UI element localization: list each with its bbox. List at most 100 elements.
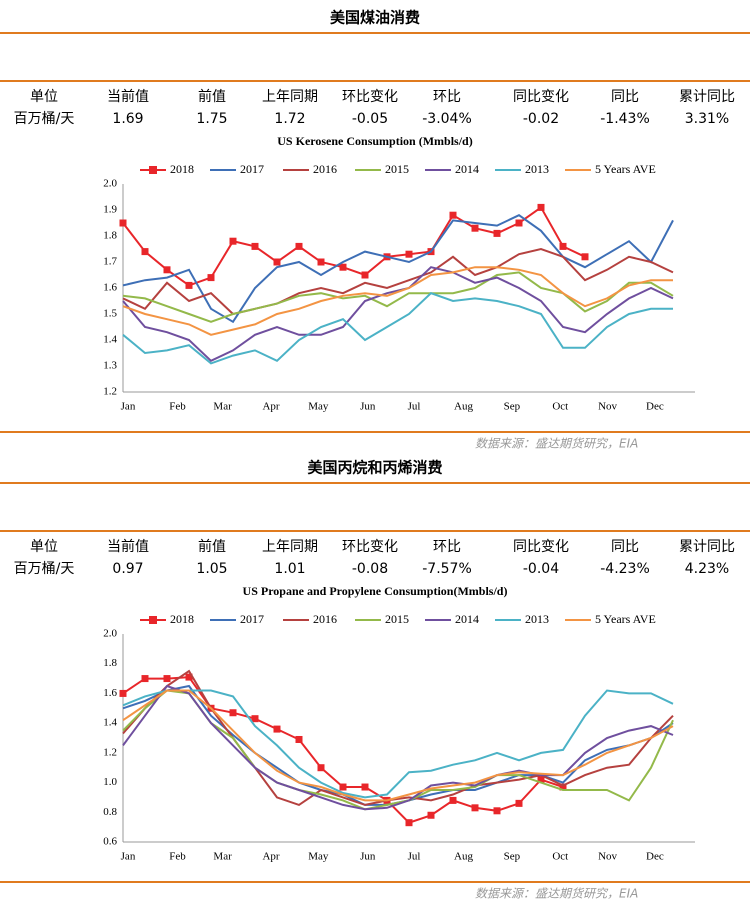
point-marker — [449, 211, 457, 219]
legend-label: 2017 — [240, 162, 264, 176]
point-marker — [141, 675, 149, 683]
table-header: 上年同期 — [262, 539, 318, 555]
table-header: 单位 — [30, 89, 58, 105]
point-marker — [207, 274, 215, 282]
x-tick-label: Jul — [408, 851, 421, 863]
table-header: 累计同比 — [679, 539, 735, 555]
table-header: 环比 — [433, 539, 461, 555]
table-header: 同比变化 — [513, 89, 569, 105]
table-cell: 1.75 — [196, 111, 227, 127]
series-line — [122, 214, 674, 324]
table-cell: -3.04% — [422, 111, 472, 127]
x-tick-label: Dec — [646, 401, 664, 413]
point-marker — [537, 776, 545, 784]
y-tick-label: 1.6 — [103, 282, 117, 294]
y-tick-label: 1.4 — [103, 717, 117, 729]
table-cell: 1.72 — [274, 111, 305, 127]
x-tick-label: Feb — [169, 851, 186, 863]
x-tick-label: Apr — [262, 401, 279, 413]
point-marker — [559, 783, 567, 791]
legend-marker — [149, 616, 157, 624]
table-header: 同比变化 — [513, 539, 569, 555]
x-tick-label: Jan — [121, 851, 136, 863]
table-header: 单位 — [30, 539, 58, 555]
table-cell: 3.31% — [685, 111, 729, 127]
point-marker — [185, 281, 193, 289]
y-tick-label: 1.0 — [103, 776, 117, 788]
point-marker — [449, 796, 457, 804]
legend-label: 5 Years AVE — [595, 612, 656, 626]
point-marker — [581, 253, 589, 261]
point-marker — [471, 224, 479, 232]
table-header: 累计同比 — [679, 89, 735, 105]
table-header: 环比变化 — [342, 89, 398, 105]
legend-label: 2015 — [385, 162, 409, 176]
y-tick-label: 2.0 — [103, 178, 117, 190]
series-line — [122, 266, 673, 336]
point-marker — [185, 673, 193, 681]
y-tick-label: 2.0 — [103, 628, 117, 640]
source-note: 数据来源：盛达期货研究，EIA — [475, 437, 638, 451]
table-cell: -0.05 — [352, 111, 388, 127]
point-marker — [339, 263, 347, 271]
x-tick-label: Aug — [454, 851, 473, 863]
y-tick-label: 1.3 — [103, 360, 117, 372]
legend-label: 2014 — [455, 612, 479, 626]
table-cell: 百万桶/天 — [14, 111, 75, 127]
table-cell: 0.97 — [112, 561, 143, 577]
point-marker — [361, 783, 369, 791]
point-marker — [273, 258, 281, 266]
x-tick-label: Jul — [408, 401, 421, 413]
table-cell: 1.05 — [196, 561, 227, 577]
point-marker — [471, 804, 479, 812]
x-tick-label: Mar — [213, 401, 232, 413]
point-marker — [229, 237, 237, 245]
table-cell: 1.01 — [274, 561, 305, 577]
legend-label: 5 Years AVE — [595, 162, 656, 176]
x-tick-label: May — [308, 851, 329, 863]
point-marker — [559, 242, 567, 250]
table-cell: -7.57% — [422, 561, 472, 577]
table-cell: -4.23% — [600, 561, 650, 577]
y-tick-label: 0.6 — [103, 836, 117, 848]
x-tick-label: Jun — [360, 851, 376, 863]
series-line — [122, 292, 673, 365]
point-marker — [339, 783, 347, 791]
table-cell: -0.04 — [523, 561, 559, 577]
legend-label: 2016 — [313, 612, 337, 626]
series-line — [122, 247, 674, 316]
legend-label: 2015 — [385, 612, 409, 626]
x-tick-label: Jan — [121, 401, 136, 413]
table-header: 同比 — [611, 89, 639, 105]
point-marker — [361, 271, 369, 279]
point-marker — [515, 799, 523, 807]
table-header: 上年同期 — [262, 89, 318, 105]
series-line — [122, 684, 674, 811]
series-line — [122, 271, 674, 323]
x-tick-label: Sep — [504, 851, 521, 863]
series-line — [122, 266, 674, 362]
table-header: 同比 — [611, 539, 639, 555]
legend-marker — [149, 166, 157, 174]
x-tick-label: Oct — [552, 401, 568, 413]
point-marker — [427, 811, 435, 819]
x-tick-label: Sep — [504, 401, 521, 413]
table-header: 前值 — [198, 88, 226, 105]
point-marker — [515, 219, 523, 227]
x-tick-label: Nov — [598, 401, 617, 413]
y-tick-label: 1.2 — [103, 386, 117, 398]
chart-title: US Propane and Propylene Consumption(Mmb… — [243, 584, 508, 598]
legend-label: 2016 — [313, 162, 337, 176]
x-tick-label: Mar — [213, 851, 232, 863]
legend-label: 2017 — [240, 612, 264, 626]
x-tick-label: Nov — [598, 851, 617, 863]
point-marker — [317, 258, 325, 266]
legend-label: 2013 — [525, 612, 549, 626]
x-tick-label: Feb — [169, 401, 186, 413]
legend-label: 2014 — [455, 162, 479, 176]
table-header: 当前值 — [107, 538, 149, 555]
y-tick-label: 1.6 — [103, 687, 117, 699]
table-header: 环比变化 — [342, 539, 398, 555]
x-tick-label: Apr — [262, 851, 279, 863]
